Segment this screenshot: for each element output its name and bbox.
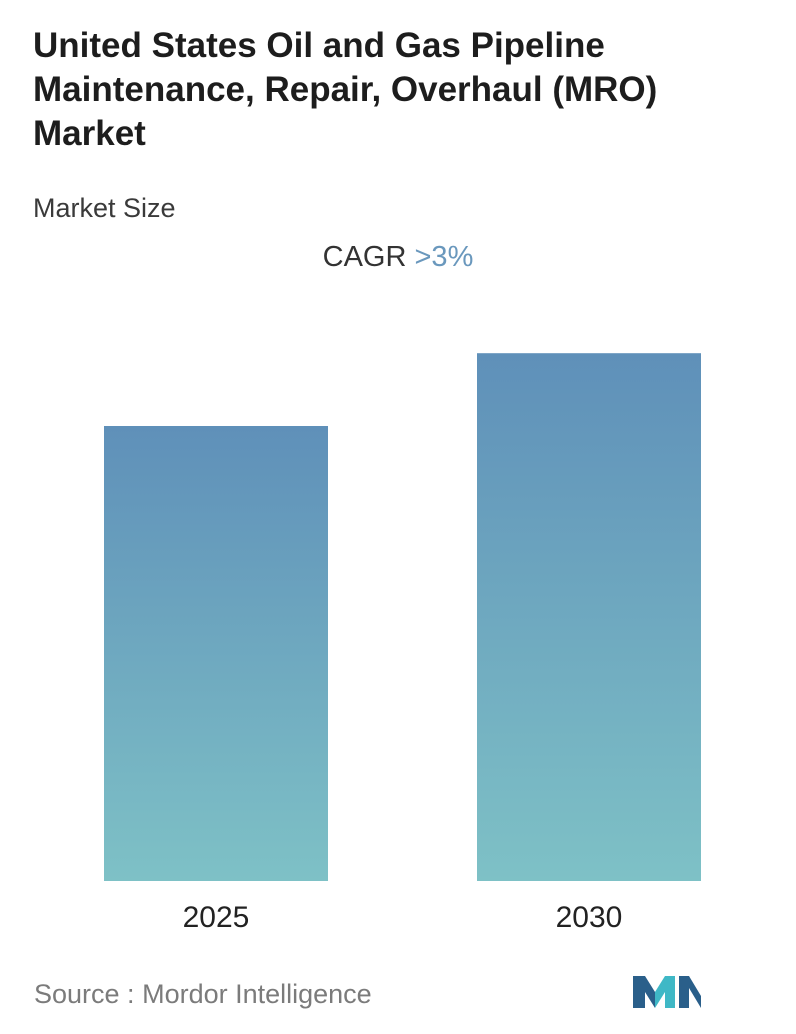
x-tick-labels: 2025 2030: [183, 901, 623, 934]
cagr-value: >3%: [414, 241, 474, 273]
cagr-indicator: CAGR >3%: [0, 241, 796, 274]
cagr-label: CAGR: [322, 241, 407, 273]
x-tick-label-2025: 2025: [183, 901, 250, 934]
source-label: Source :: [34, 979, 135, 1009]
bars-group: [104, 353, 701, 881]
x-tick-label-2030: 2030: [556, 901, 623, 934]
chart-title: United States Oil and Gas Pipeline Maint…: [33, 26, 658, 153]
bar-2025: [104, 426, 328, 881]
chart-subtitle: Market Size: [33, 193, 176, 223]
source-attribution: Source : Mordor Intelligence: [34, 979, 372, 1010]
mordor-intelligence-logo-icon: [633, 976, 701, 1008]
bar-2030: [477, 353, 701, 881]
source-name: Mordor Intelligence: [142, 979, 372, 1009]
